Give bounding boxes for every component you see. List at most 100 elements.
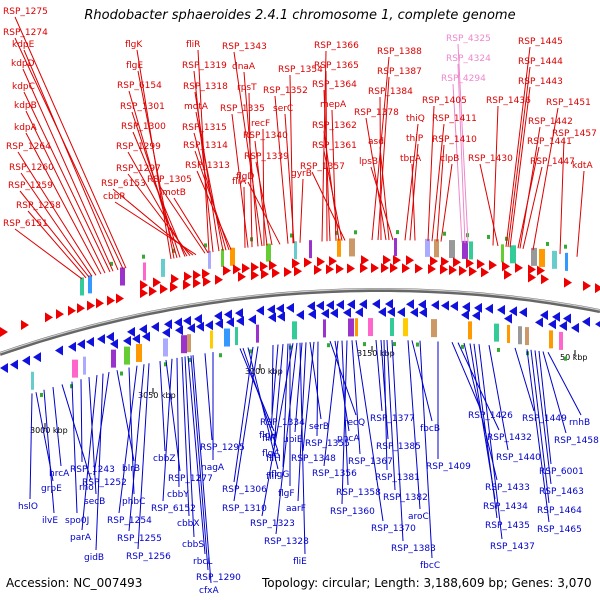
plus-strand-arrow xyxy=(238,271,246,282)
plus-strand-arrow xyxy=(314,264,322,275)
plus-strand-arrow xyxy=(87,300,95,311)
minus-strand-arrow xyxy=(55,345,63,356)
callout-line xyxy=(299,342,306,555)
callout-line xyxy=(181,357,190,517)
plus-strand-arrow xyxy=(564,277,572,288)
minus-gene-label: cfxA xyxy=(199,586,219,596)
rna-gene-label: RSP_4294 xyxy=(441,74,486,84)
rna-marker xyxy=(354,230,357,235)
callout-line xyxy=(159,361,166,452)
minus-strand-arrow xyxy=(77,339,85,350)
plus-strand-arrow xyxy=(361,255,369,266)
minus-strand-arrow xyxy=(355,307,363,318)
feature-block xyxy=(221,248,224,267)
plus-strand-arrow xyxy=(477,259,485,270)
callout-line xyxy=(93,372,110,476)
feature-block xyxy=(80,277,84,296)
callout-line xyxy=(248,92,253,248)
feature-block xyxy=(565,252,568,271)
plus-gene-label: RSP_1378 xyxy=(354,108,399,118)
minus-strand-arrow xyxy=(139,324,147,335)
callout-line xyxy=(52,386,62,467)
plus-strand-arrow xyxy=(360,263,368,274)
plus-gene-label: tbpA xyxy=(400,154,422,164)
minus-gene-label: RSP_1310 xyxy=(222,504,267,514)
plus-gene-label: RSP_1444 xyxy=(518,57,563,67)
minus-gene-label: RSP_1435 xyxy=(485,521,530,531)
gene-label-layer: RSP_1275 RSP_1274 kdpE kdpD kdpC kdpB kdpA RSP_… xyxy=(3,7,599,596)
feature-block xyxy=(501,244,504,263)
callout-line xyxy=(27,210,87,279)
callout-line xyxy=(273,344,284,447)
plus-strand-arrow xyxy=(202,268,210,279)
feature-block xyxy=(539,248,545,267)
minus-gene-label: rbcL xyxy=(193,557,212,567)
minus-strand-arrow xyxy=(552,311,560,322)
rna-marker xyxy=(416,342,419,347)
plus-gene-label: RSP_1361 xyxy=(312,141,357,151)
callout-line xyxy=(137,363,150,550)
tick-layer: 3000 kbp 3050 kbp 3100 kbp 3150 kbp 50 kbp xyxy=(30,346,588,435)
plus-strand-arrow xyxy=(449,265,457,276)
minus-gene-label: flgH xyxy=(259,431,277,441)
minus-strand-arrow xyxy=(347,299,355,310)
plus-strand-arrow xyxy=(466,258,474,269)
callout-line xyxy=(331,109,337,241)
callout-line xyxy=(275,342,298,535)
minus-strand-arrow xyxy=(419,307,427,318)
minus-strand-arrow xyxy=(406,299,414,310)
plus-strand-arrow xyxy=(393,255,401,266)
callout-line xyxy=(14,228,83,280)
minus-strand-arrow xyxy=(397,307,405,318)
minus-strand-arrow xyxy=(441,300,449,311)
feature-block xyxy=(449,240,455,259)
callout-line xyxy=(190,355,209,571)
minus-strand-arrow xyxy=(194,314,202,325)
minus-gene-label: RSP_1440 xyxy=(496,453,541,463)
minus-gene-label: RSP_1465 xyxy=(537,525,582,535)
callout-line xyxy=(187,355,206,555)
plus-gene-label: kdtA xyxy=(572,161,593,171)
feature-block xyxy=(224,328,230,347)
minus-strand-arrow xyxy=(248,314,256,325)
minus-strand-arrow xyxy=(164,319,172,330)
plus-gene-label: RSP_1335 xyxy=(220,104,265,114)
tick-label: 50 kbp xyxy=(560,353,588,362)
minus-gene-label: RSP_6152 xyxy=(151,504,196,514)
rna-marker xyxy=(393,342,396,347)
plus-strand-arrow xyxy=(0,327,8,338)
minus-gene-label: RSP_1463 xyxy=(539,487,584,497)
minus-strand-arrow xyxy=(10,359,18,370)
feature-block xyxy=(136,343,142,362)
callout-line xyxy=(128,364,145,532)
minus-strand-arrow xyxy=(595,320,600,328)
minus-strand-arrow xyxy=(132,333,140,344)
minus-strand-arrow xyxy=(559,320,567,331)
callout-line xyxy=(14,37,124,270)
callout-line xyxy=(22,68,114,272)
minus-strand-arrow xyxy=(431,300,439,311)
plus-gene-label: RSP_1301 xyxy=(120,102,165,112)
plus-strand-arrow xyxy=(193,270,201,281)
rna-marker xyxy=(564,356,567,361)
plus-gene-label: kdpD xyxy=(11,59,35,69)
minus-strand-arrow xyxy=(519,307,527,318)
plus-strand-arrow xyxy=(329,256,337,267)
feature-block xyxy=(518,326,522,345)
minus-gene-label: parA xyxy=(70,533,92,543)
callout-line xyxy=(80,379,83,463)
plus-strand-arrow xyxy=(317,256,325,267)
minus-strand-arrow xyxy=(509,306,517,317)
rna-marker xyxy=(327,343,330,348)
minus-gene-label: RSP_1356 xyxy=(312,469,357,479)
callout-line xyxy=(547,351,582,416)
plus-strand-arrow xyxy=(184,271,192,282)
feature-block xyxy=(403,318,408,337)
callout-line xyxy=(204,353,213,441)
minus-strand-arrow xyxy=(276,303,284,314)
callout-line xyxy=(530,349,550,504)
rna-gene-label: RSP_4324 xyxy=(446,54,491,64)
minus-strand-arrow xyxy=(162,327,170,338)
callout-line xyxy=(271,344,274,416)
